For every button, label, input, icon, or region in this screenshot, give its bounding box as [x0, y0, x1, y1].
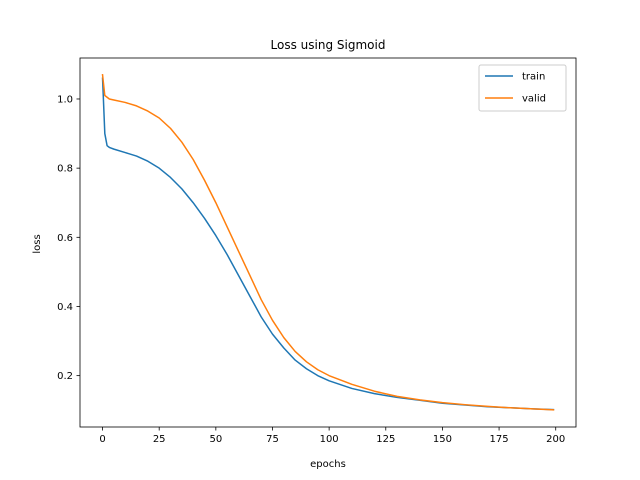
y-tick-label: 0.6 [57, 233, 73, 244]
x-tick-label: 200 [546, 434, 565, 445]
legend: train valid [478, 64, 567, 112]
y-tick-label: 0.2 [57, 371, 73, 382]
legend-label-valid: valid [522, 94, 546, 105]
x-tick-label: 100 [320, 434, 339, 445]
legend-label-train: train [522, 72, 545, 83]
chart-title: Loss using Sigmoid [271, 38, 386, 52]
x-axis-label: epochs [310, 459, 346, 470]
y-axis-label: loss [32, 234, 43, 253]
x-tick-label: 50 [209, 434, 222, 445]
y-tick-label: 0.4 [57, 302, 73, 313]
axes-frame [79, 57, 577, 428]
x-tick-label: 25 [153, 434, 166, 445]
x-tick-label: 150 [433, 434, 452, 445]
x-tick-label: 175 [490, 434, 509, 445]
x-tick-label: 75 [266, 434, 279, 445]
x-tick-label: 0 [99, 434, 105, 445]
plot-area: 0 25 50 75 100 125 150 175 200 0.2 0.4 0.6 0.8 1.0 tra… [57, 57, 577, 445]
y-tick-label: 0.8 [57, 164, 73, 175]
y-tick-label: 1.0 [57, 94, 73, 105]
series-line-valid [101, 73, 555, 411]
x-tick-label: 125 [376, 434, 395, 445]
